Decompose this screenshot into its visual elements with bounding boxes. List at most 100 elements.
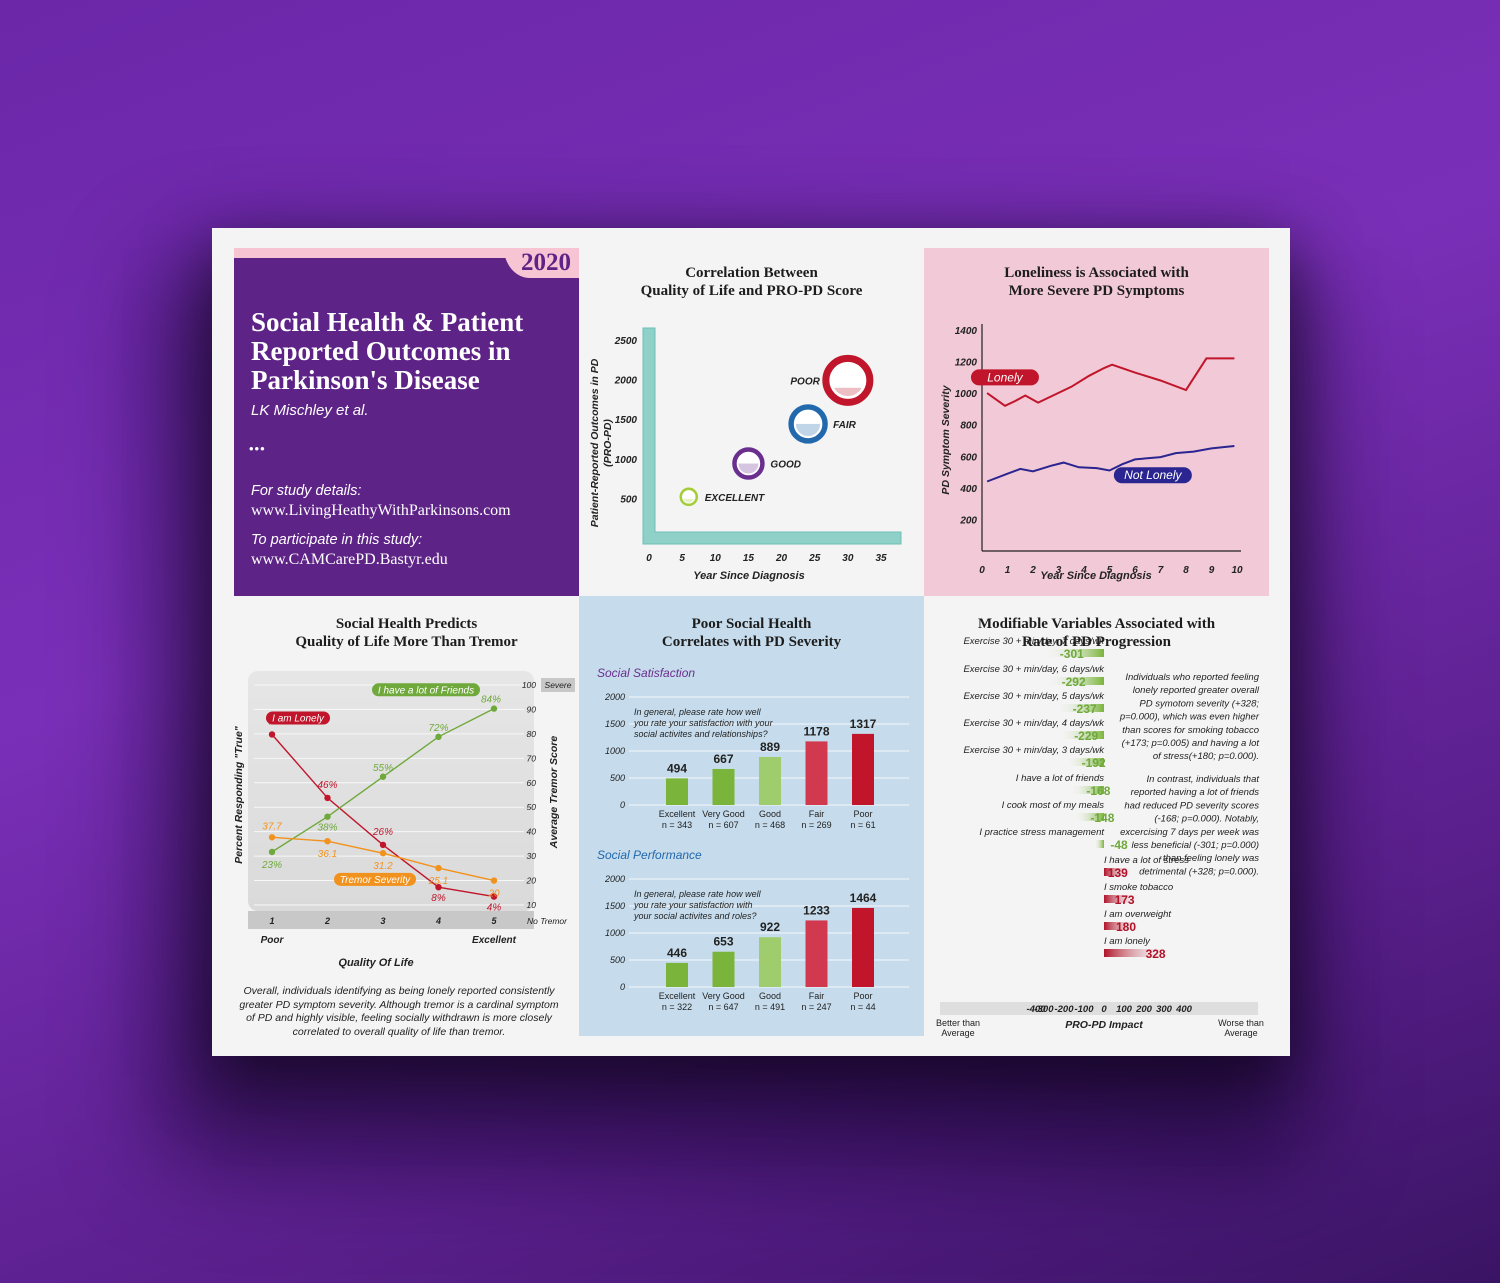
lonely-xtick: 8 [1183,565,1189,576]
social-point-label: 36.1 [318,849,337,860]
dots: ••• [249,441,266,456]
qol-xtick: 30 [842,553,854,564]
bars-ytick: 0 [620,982,625,992]
lonely-ytick: 1000 [955,389,978,400]
bars-value: 922 [760,920,780,934]
social-legend-pill [334,872,416,886]
bars-ytick: 1000 [605,928,625,938]
social-point-label: 23% [261,860,282,871]
qol-ytick: 1500 [615,415,638,426]
mod-xtick: -100 [1074,1004,1094,1015]
qol-xtick: 10 [710,553,722,564]
social-health-title-line-1: Social Health Predicts [335,616,478,632]
social-legend-pill [266,711,330,725]
social-point [490,893,498,900]
mod-xtick: -200 [1054,1004,1074,1015]
social-xlabel: Quality Of Life [338,957,413,969]
social-y2tick: 30 [527,851,537,861]
bars-ytick: 2000 [604,692,625,702]
social-point-label: 4% [487,903,502,914]
qol-xtick: 0 [646,553,652,564]
modifiable-title-line-2: Rate of PD Progression [1021,634,1171,650]
mod-note-2: had reduced PD severity scores [1124,800,1259,811]
lonely-ytick: 400 [959,484,977,495]
social-point [379,849,387,857]
social-point-label: 55% [373,763,393,774]
qol-point-ring [788,404,828,444]
bars-category: Excellent [659,991,696,1001]
social-point [435,884,442,891]
qol-xtick: 35 [875,553,887,564]
social-point-label: 25.1 [428,876,448,887]
bars-subtitle: Social Satisfaction [597,666,695,680]
bars-question: social activites and relationships? [634,729,768,739]
mod-bar [1070,786,1104,794]
mod-bar-label: Exercise 30 + min/day, 3 days/wk [963,745,1105,756]
mod-bar-value: -168 [1086,784,1110,798]
bars-ytick: 1500 [605,719,625,729]
mod-xtick: 100 [1116,1004,1133,1015]
poster-title: Social Health & Patient Reported Outcome… [251,308,571,395]
lonely-xtick: 10 [1231,565,1243,576]
qol-point-fill [683,498,695,503]
qol-point-label: POOR [790,376,820,387]
bars-ytick: 2000 [604,874,625,884]
social-bars-chart: Social Satisfaction 0 500 1000 1500 2000 In ge… [597,666,909,1012]
lonely-xtick: 9 [1209,565,1215,576]
lonely-xtick: 4 [1080,565,1087,576]
social-point [324,838,331,845]
loneliness-ylabel: PD Symptom Severity [940,384,952,494]
qol-teal-axis [642,327,902,545]
social-y2tick: 100 [522,680,536,690]
bars-bar [852,733,874,805]
participate-label: To participate in this study: [251,532,423,548]
bars-bar [759,937,781,987]
mod-note-2: excercising 7 days per week was [1120,827,1259,838]
mod-bar [1065,758,1104,766]
social-bars-panel: Poor Social Health Correlates with PD Se… [579,596,924,1036]
bars-category: Fair [809,991,825,1001]
bars-value: 1464 [850,891,877,905]
social-legend-label: I have a lot of Friends [378,685,474,696]
mod-right-end-2: Average [1224,1028,1257,1038]
mod-bar [1058,731,1104,739]
participate-url[interactable]: www.CAMCarePD.Bastyr.edu [251,551,448,568]
qol-xtick: 15 [743,553,755,564]
bars-question: you rate your satisfaction with [633,900,753,910]
mod-note-2: detrimental (+328; p=0.000). [1139,866,1259,877]
social-xtick: 2 [324,916,330,926]
mod-bar-label: Exercise 30 + min/day, 7 days/wk [963,636,1105,647]
mod-bar [1104,895,1139,903]
modifiable-title-line-1: Modifiable Variables Associated with [977,616,1216,632]
social-xtick: 3 [380,916,385,926]
mod-left-end-2: Average [941,1028,974,1038]
lonely-legend-pill [970,369,1039,386]
poster-sheet: 2020 Social Health & Patient Reported Ou… [212,228,1290,1056]
lonely-xtick: 6 [1132,565,1138,576]
mod-note-2: reported having a lot of friends [1131,787,1260,798]
loneliness-title-line-2: More Severe PD Symptoms [1008,283,1185,299]
bars-n: n = 647 [708,1002,738,1012]
modifiable-panel: Modifiable Variables Associated with Rat… [924,596,1269,1056]
bars-n: n = 322 [662,1002,692,1012]
bars-bar [712,768,735,805]
lonely-ytick: 200 [959,515,977,526]
social-bars-title: Poor Social Health Correlates with PD Se… [579,615,924,651]
social-point [379,773,387,780]
mod-bar [1104,868,1132,876]
details-url[interactable]: www.LivingHeathyWithParkinsons.com [251,502,511,519]
qol-propd-title-line-1: Correlation Between [685,265,818,281]
social-point [268,834,276,841]
bars-ytick: 0 [620,800,625,810]
mod-bar-value: -192 [1082,756,1106,770]
lonely-ytick: 1200 [955,358,978,369]
bars-value: 1233 [803,903,830,917]
bars-value: 653 [713,935,733,949]
bars-bar [805,741,828,805]
social-plot-bg [248,671,534,911]
qol-propd-ylabel-1: Patient-Reported Outcomes in PD [589,358,601,527]
mod-bar-label: I am lonely [1104,936,1151,947]
mod-xtick: -400 [1026,1004,1046,1015]
social-health-note: Overall, individuals identifying as bein… [239,985,559,1038]
bars-question: you rate your satisfaction with your [633,718,774,728]
